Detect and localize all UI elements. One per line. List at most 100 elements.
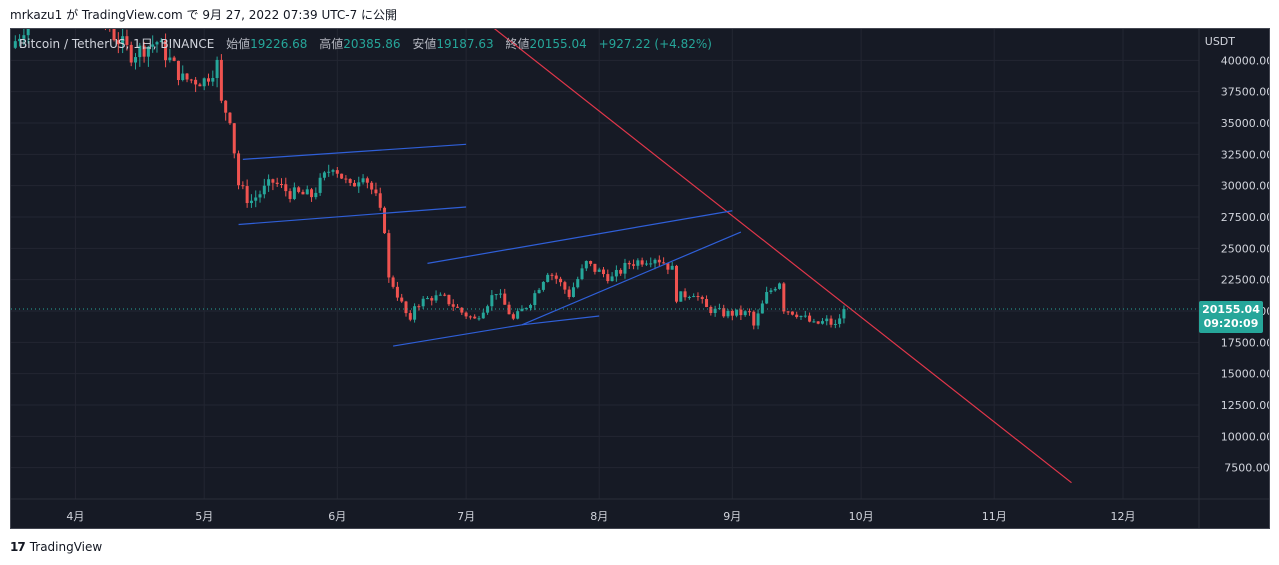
candle-body	[172, 57, 176, 61]
candle-body	[112, 29, 116, 41]
candle-body	[348, 179, 352, 183]
symbol-label[interactable]: Bitcoin / TetherUS, 1日, BINANCE	[19, 37, 215, 51]
candle-body	[657, 259, 661, 263]
candle-body	[601, 269, 606, 275]
candle-body	[18, 38, 22, 42]
candle-body	[151, 44, 155, 47]
candle-body	[632, 264, 636, 266]
low-label: 安値	[412, 37, 437, 51]
candle-body	[400, 297, 404, 302]
y-tick-label: 35000.00	[1221, 117, 1269, 130]
candle-body	[146, 46, 150, 57]
change-value: +927.22 (+4.82%)	[598, 37, 712, 51]
candle-body	[421, 298, 425, 307]
candle-body	[202, 78, 206, 87]
candle-body	[198, 84, 202, 87]
candle-body	[829, 318, 833, 325]
price-chart[interactable]: 40000.00 37500.00 35000.00 32500.00 30000.00…	[11, 29, 1269, 528]
x-tick-label: 10月	[849, 510, 874, 523]
candle-body	[705, 298, 709, 308]
candle-body	[219, 59, 223, 101]
candle-body	[765, 292, 769, 304]
candle-body	[529, 305, 533, 308]
footer: 17 TradingView	[10, 540, 102, 554]
trendline-may-channel-bottom	[238, 206, 467, 226]
candle-body	[490, 295, 494, 307]
candle-body	[511, 314, 515, 319]
candle-body	[816, 321, 820, 324]
candle-body	[674, 265, 678, 302]
tradingview-logo-icon: 17	[10, 540, 26, 554]
candle-body	[580, 268, 584, 280]
candle-body	[790, 311, 794, 315]
trendline-july-support-extension	[521, 315, 600, 326]
candle-body	[129, 44, 133, 63]
bar-countdown: 09:20:09	[1203, 317, 1259, 331]
trendline-descending-resistance	[493, 29, 1072, 484]
candle-body	[597, 269, 601, 272]
candle-body	[22, 35, 26, 39]
candle-body	[679, 291, 683, 302]
candle-body	[610, 276, 614, 282]
candle-body	[155, 42, 159, 45]
candle-body	[778, 283, 782, 289]
candle-body	[524, 307, 528, 309]
candle-body	[559, 278, 563, 283]
candle-body	[494, 294, 498, 296]
candle-body	[425, 298, 429, 300]
candle-body	[430, 298, 434, 301]
candle-body	[13, 41, 17, 48]
candle-body	[713, 308, 717, 314]
x-tick-label: 8月	[590, 510, 608, 523]
candle-body	[653, 259, 657, 264]
candle-body	[138, 45, 142, 58]
candle-body	[301, 191, 305, 195]
candle-body	[760, 303, 764, 314]
currency-label: USDT	[1204, 35, 1235, 48]
candle-body	[134, 57, 138, 63]
candle-body	[292, 187, 296, 199]
chart-pane[interactable]: 40000.00 37500.00 35000.00 32500.00 30000.00…	[10, 28, 1270, 529]
close-value: 20155.04	[529, 37, 587, 51]
last-price-tag: 20155.04 09:20:09	[1199, 301, 1263, 334]
y-tick-label: 25000.00	[1221, 242, 1269, 255]
candle-body	[408, 313, 412, 320]
y-tick-label: 32500.00	[1221, 148, 1269, 161]
trendline-summer-rising-support	[521, 231, 742, 326]
high-value: 20385.86	[343, 37, 401, 51]
open-label: 始値	[226, 37, 251, 51]
candle-body	[507, 304, 511, 315]
candle-body	[181, 73, 185, 81]
candle-body	[434, 295, 438, 301]
candle-body	[498, 293, 502, 295]
candle-body	[194, 79, 198, 85]
candle-body	[224, 100, 228, 113]
high-label: 高値	[319, 37, 344, 51]
candle-body	[344, 178, 348, 180]
candle-body	[644, 263, 648, 265]
candle-body	[232, 123, 236, 154]
y-tick-label: 22500.00	[1221, 274, 1269, 287]
candle-body	[743, 311, 747, 316]
candle-body	[378, 193, 382, 208]
candle-body	[331, 170, 335, 172]
candle-body	[662, 262, 666, 264]
candle-body	[314, 192, 318, 198]
candle-body	[683, 291, 687, 298]
candle-body	[267, 179, 271, 186]
candle-body	[606, 274, 610, 282]
y-tick-label: 12500.00	[1221, 399, 1269, 412]
candle-body	[752, 311, 756, 326]
candle-body	[571, 287, 575, 297]
candle-body	[726, 310, 730, 317]
candle-body	[769, 290, 773, 293]
candle-body	[619, 269, 623, 274]
candle-body	[391, 277, 395, 287]
candle-body	[322, 172, 326, 178]
candle-body	[803, 315, 807, 317]
x-tick-label: 5月	[195, 510, 213, 523]
candle-body	[370, 182, 374, 190]
candle-body	[833, 323, 837, 325]
candle-body	[116, 40, 120, 45]
y-tick-label: 7500.00	[1224, 462, 1269, 475]
